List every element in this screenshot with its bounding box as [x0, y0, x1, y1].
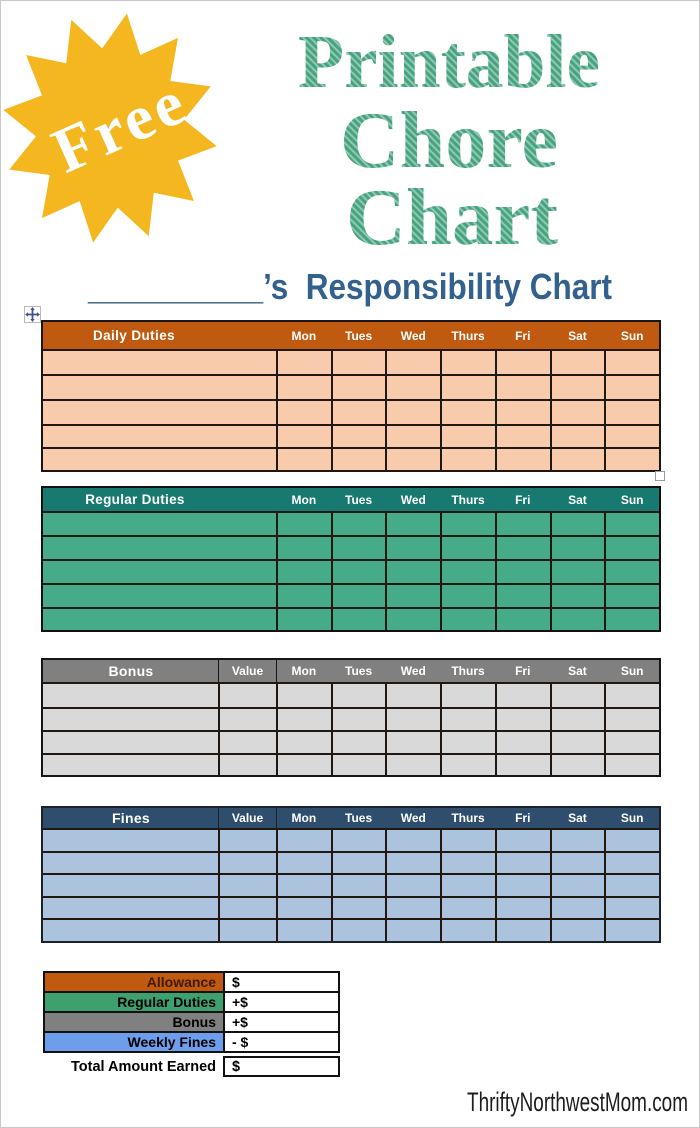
svg-text:Printable: Printable — [298, 20, 600, 104]
svg-text:ThriftyNorthwestMom.com: ThriftyNorthwestMom.com — [467, 1087, 688, 1117]
svg-text:__________’s Responsibility C: __________’s Responsibility Chart — [87, 266, 612, 307]
svg-text:Chart: Chart — [346, 174, 558, 260]
svg-text:Chore: Chore — [340, 97, 558, 185]
